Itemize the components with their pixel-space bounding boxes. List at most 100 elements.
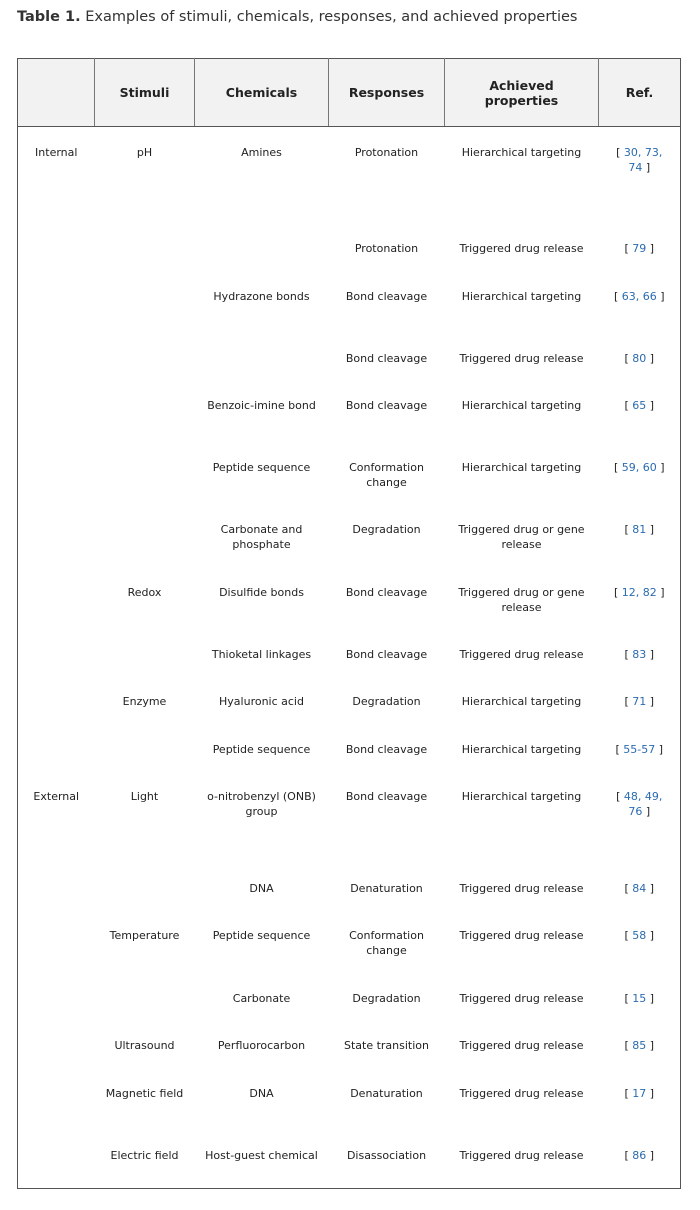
cell — [95, 442, 195, 504]
cell-text: Benzoic-imine bond — [207, 398, 316, 412]
bracket: ] — [645, 161, 651, 174]
ref-link[interactable]: 58 — [632, 928, 647, 942]
ref-link[interactable]: 63, 66 — [621, 289, 657, 303]
cell: Degradation — [329, 973, 445, 1020]
table-row: Temperature Peptide sequence Conformation … — [18, 910, 681, 973]
cell — [18, 1130, 95, 1189]
cell: Bond cleavage — [329, 629, 445, 676]
ref-link[interactable]: 48, 49, 76 — [623, 789, 663, 818]
table: Stimuli Chemicals Responses Achieved proper… — [17, 58, 681, 1189]
ref-link[interactable]: 81 — [632, 522, 647, 536]
ref-link[interactable]: 12, 82 — [621, 585, 657, 599]
cell: Bond cleavage — [329, 567, 445, 629]
cell-text: Disulfide bonds — [219, 585, 304, 599]
bracket: [ — [624, 1038, 629, 1052]
cell: Temperature — [95, 910, 195, 973]
cell-text: External — [33, 789, 80, 803]
bracket: [ — [613, 289, 619, 303]
cell: Perfluorocarbon — [195, 1020, 329, 1068]
ref-link[interactable]: 71 — [632, 694, 647, 708]
cell-text: Magnetic field — [105, 1086, 184, 1100]
cell: Denaturation — [329, 863, 445, 910]
cell — [18, 223, 95, 271]
cell: Bond cleavage — [329, 333, 445, 380]
cell — [95, 380, 195, 442]
bracket: [ — [624, 1148, 629, 1162]
ref-link[interactable]: 65 — [632, 398, 647, 412]
cell-text: Hierarchical targeting — [461, 146, 582, 159]
table-row: Internal pH Amines Protonation Hierarchical … — [18, 127, 681, 223]
cell: Triggered drug or gene release — [445, 567, 599, 629]
ref-link[interactable]: 86 — [632, 1148, 647, 1162]
cell-text: Protonation — [354, 146, 419, 159]
cell-text: Bond cleavage — [345, 398, 428, 412]
cell-text: Protonation — [354, 241, 419, 255]
ref-cell: [ 86 ] — [599, 1130, 681, 1189]
bracket: ] — [649, 991, 655, 1005]
cell: Disassociation — [329, 1130, 445, 1189]
cell-text: Light — [130, 789, 159, 803]
cell — [18, 863, 95, 910]
cell: Triggered drug release — [445, 863, 599, 910]
header-row: Stimuli Chemicals Responses Achieved proper… — [17, 58, 681, 127]
cell: Enzyme — [95, 676, 195, 724]
cell-text: Peptide sequence — [212, 928, 311, 942]
cell — [18, 973, 95, 1020]
cell-text: Carbonate and phosphate — [220, 522, 303, 551]
table-body: Internal pH Amines Protonation Hierarchical … — [18, 127, 681, 1189]
cell — [18, 1020, 95, 1068]
header-text: Ref. — [625, 85, 654, 100]
cell-text: Thioketal linkages — [211, 647, 312, 661]
ref-link[interactable]: 80 — [632, 351, 647, 365]
ref-link[interactable]: 84 — [632, 881, 647, 895]
ref-link[interactable]: 59, 60 — [621, 460, 657, 474]
cell: Hierarchical targeting — [445, 771, 599, 863]
cell: Amines — [195, 127, 329, 223]
ref-cell: [ 63, 66 ] — [599, 271, 681, 333]
ref-cell: [ 81 ] — [599, 504, 681, 567]
cell — [95, 863, 195, 910]
ref-link[interactable]: 15 — [632, 991, 647, 1005]
header-cell: Achieved properties — [444, 58, 599, 127]
ref-link[interactable]: 17 — [632, 1086, 647, 1100]
bracket: [ — [615, 742, 620, 756]
bracket: ] — [649, 881, 655, 895]
cell: State transition — [329, 1020, 445, 1068]
cell-text: Degradation — [352, 694, 421, 708]
ref-link[interactable]: 30, 73, 74 — [623, 146, 663, 174]
ref-link[interactable]: 55-57 — [623, 742, 656, 756]
cell: Redox — [95, 567, 195, 629]
cell-text: Denaturation — [350, 1086, 423, 1100]
cell: Hierarchical targeting — [445, 442, 599, 504]
cell-text: Triggered drug release — [459, 1086, 584, 1100]
table-row: Carbonate Degradation Triggered drug relea… — [18, 973, 681, 1020]
cell-text: Hierarchical targeting — [461, 742, 582, 756]
cell-text: Temperature — [109, 928, 180, 942]
table-row: Magnetic field DNA Denaturation Triggered d… — [18, 1068, 681, 1130]
bracket: ] — [660, 585, 665, 599]
table-row: Electric field Host-guest chemical Disasso… — [18, 1130, 681, 1189]
cell-text: Bond cleavage — [345, 585, 428, 599]
cell: External — [18, 771, 95, 863]
bracket: [ — [624, 241, 629, 255]
table-row: Enzyme Hyaluronic acid Degradation Hierarch… — [18, 676, 681, 724]
cell: Triggered drug release — [445, 223, 599, 271]
cell — [18, 1068, 95, 1130]
cell-text: Peptide sequence — [212, 742, 311, 756]
cell-text: Host-guest chemical — [205, 1148, 318, 1162]
cell: Triggered drug release — [445, 1130, 599, 1189]
cell-text: pH — [136, 146, 153, 159]
table-row: Peptide sequence Bond cleavage Hierarchica… — [18, 724, 681, 771]
ref-link[interactable]: 85 — [632, 1038, 647, 1052]
cell: Triggered drug release — [445, 910, 599, 973]
ref-link[interactable]: 83 — [632, 647, 647, 661]
ref-cell: [ 17 ] — [599, 1068, 681, 1130]
ref-link[interactable]: 79 — [632, 241, 647, 255]
cell: Hierarchical targeting — [445, 676, 599, 724]
cell: DNA — [195, 863, 329, 910]
cell-text: Hierarchical targeting — [461, 460, 582, 474]
cell-text: DNA — [249, 881, 274, 895]
header-text: Responses — [348, 85, 425, 100]
cell: Bond cleavage — [329, 380, 445, 442]
cell — [95, 724, 195, 771]
